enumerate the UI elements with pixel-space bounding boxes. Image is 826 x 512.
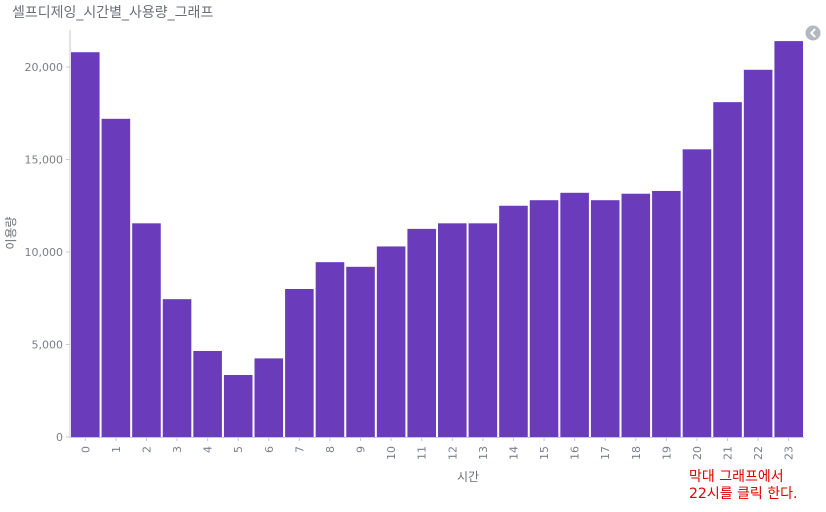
bar-4[interactable] [193,350,222,437]
y-tick-label: 5,000 [32,339,64,352]
x-tick-label: 5 [232,446,245,453]
x-tick-label: 18 [630,446,643,460]
x-tick-label: 3 [171,446,184,453]
bar-22[interactable] [743,69,773,437]
bar-19[interactable] [652,190,681,437]
x-tick-label: 8 [324,446,337,453]
x-tick-label: 2 [140,446,153,453]
bar-3[interactable] [162,299,192,437]
bar-13[interactable] [468,223,498,437]
x-tick-label: 12 [446,446,459,460]
y-axis: 0 5,000 10,000 15,000 20,000 [25,30,71,444]
x-tick-label: 13 [477,446,490,460]
y-tick-label: 15,000 [25,154,64,167]
x-tick-label: 23 [783,446,796,460]
bar-7[interactable] [285,289,314,437]
x-tick-label: 15 [538,446,551,460]
x-tick-label: 0 [79,446,92,453]
bar-5[interactable] [223,375,253,437]
bar-10[interactable] [376,246,406,437]
annotation-note: 막대 그래프에서 22시를 클릭 한다. [689,469,797,503]
bar-1[interactable] [101,118,131,438]
bar-9[interactable] [346,266,375,437]
x-tick-label: 4 [202,446,215,453]
bar-11[interactable] [407,228,436,438]
x-tick-label: 22 [752,446,765,460]
bar-20[interactable] [682,149,712,437]
bars [71,41,803,438]
bar-17[interactable] [590,200,620,437]
bar-15[interactable] [529,200,559,437]
bar-18[interactable] [621,193,651,437]
x-tick-label: 14 [507,446,520,460]
x-tick-label: 9 [355,446,368,453]
x-tick-label: 7 [293,446,306,453]
x-axis: 0 1 2 3 4 5 6 7 8 9 10 11 12 13 14 15 16 17 18 19 20 21 22 23 [70,437,804,460]
bar-14[interactable] [499,205,528,437]
x-tick-label: 1 [110,446,123,453]
annotation-line-1: 막대 그래프에서 [689,469,784,485]
y-tick-label: 20,000 [25,61,64,74]
bar-8[interactable] [315,262,345,437]
bar-6[interactable] [254,358,284,438]
y-tick-label: 10,000 [25,246,64,259]
bar-21[interactable] [713,102,742,438]
x-tick-label: 11 [416,446,429,460]
chart-title: 셀프디제잉_시간별_사용량_그래프 [12,5,214,21]
y-axis-title: 이용량 [4,216,18,249]
x-tick-label: 16 [569,446,582,460]
annotation-line-2: 22시를 클릭 한다. [689,486,798,502]
x-tick-label: 20 [691,446,704,460]
x-tick-label: 6 [263,446,276,453]
y-tick-label: 0 [56,431,63,444]
bar-16[interactable] [560,192,589,437]
chevron-left-icon[interactable] [805,25,821,41]
bar-0[interactable] [71,52,100,437]
x-tick-label: 21 [722,446,735,460]
x-tick-label: 19 [660,446,673,460]
x-tick-label: 17 [599,446,612,460]
bar-2[interactable] [132,223,161,437]
x-axis-title: 시간 [457,470,479,484]
x-tick-label: 10 [385,446,398,460]
bar-12[interactable] [438,223,467,437]
bar-23[interactable] [774,41,803,437]
